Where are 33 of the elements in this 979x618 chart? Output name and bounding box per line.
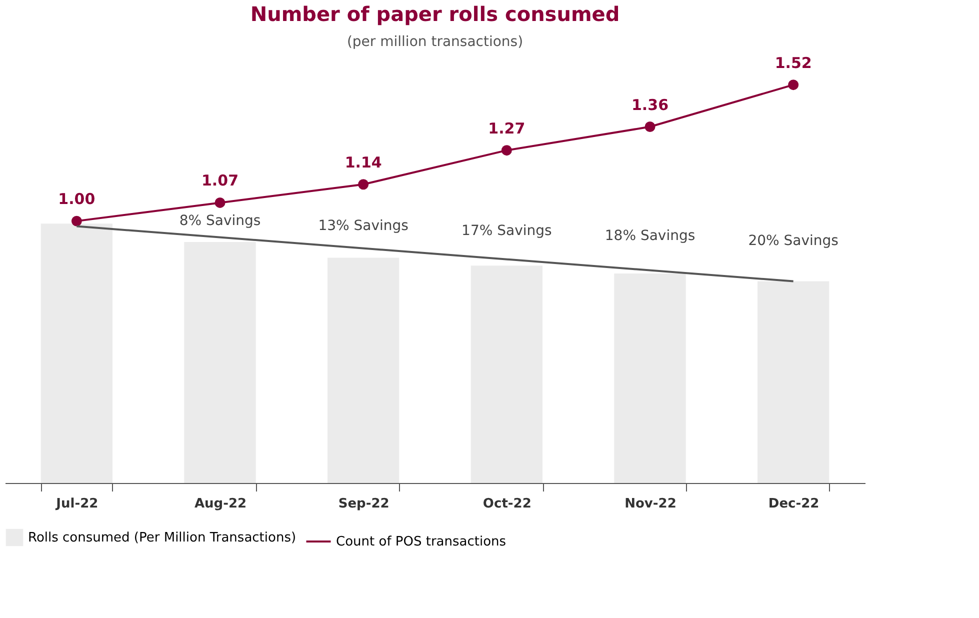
x-tick-label: Dec-22 (768, 496, 820, 512)
point (71, 216, 82, 226)
data-label: 1.27 (488, 119, 526, 138)
annotation: 8% Savings (179, 213, 261, 229)
data-label: 1.14 (344, 153, 382, 172)
bar (470, 266, 542, 483)
point (358, 179, 369, 190)
x-tick-label: Aug-22 (194, 496, 247, 512)
data-label: 1.36 (631, 96, 669, 114)
bar (758, 281, 830, 483)
x-tick-label: Sep-22 (338, 496, 390, 512)
annotation: 13% Savings (318, 218, 408, 234)
x-tick-label: Nov-22 (624, 496, 676, 512)
bar (614, 273, 686, 483)
data-label: 1.00 (58, 190, 96, 208)
annotation: 20% Savings (748, 233, 838, 249)
point (214, 197, 226, 208)
annotation: 17% Savings (462, 223, 552, 239)
chart-title: Number of paper rolls consumed (250, 2, 620, 26)
data-label: 1.52 (774, 54, 812, 72)
x-tick-label: Jul-22 (55, 496, 98, 512)
data-label: 1.07 (201, 172, 239, 190)
annotation: 18% Savings (604, 228, 696, 244)
chart-subtitle: (per million transactions) (346, 34, 524, 50)
bar (184, 242, 256, 483)
bar (328, 258, 400, 483)
legend-label: Rolls consumed (Per Million Transactions) (28, 530, 296, 546)
x-tick-label: Oct-22 (482, 496, 532, 512)
legend-label: Count of POS transactions (336, 534, 506, 550)
point (644, 122, 656, 132)
bar (40, 224, 112, 483)
point (501, 145, 512, 156)
point (788, 80, 799, 90)
